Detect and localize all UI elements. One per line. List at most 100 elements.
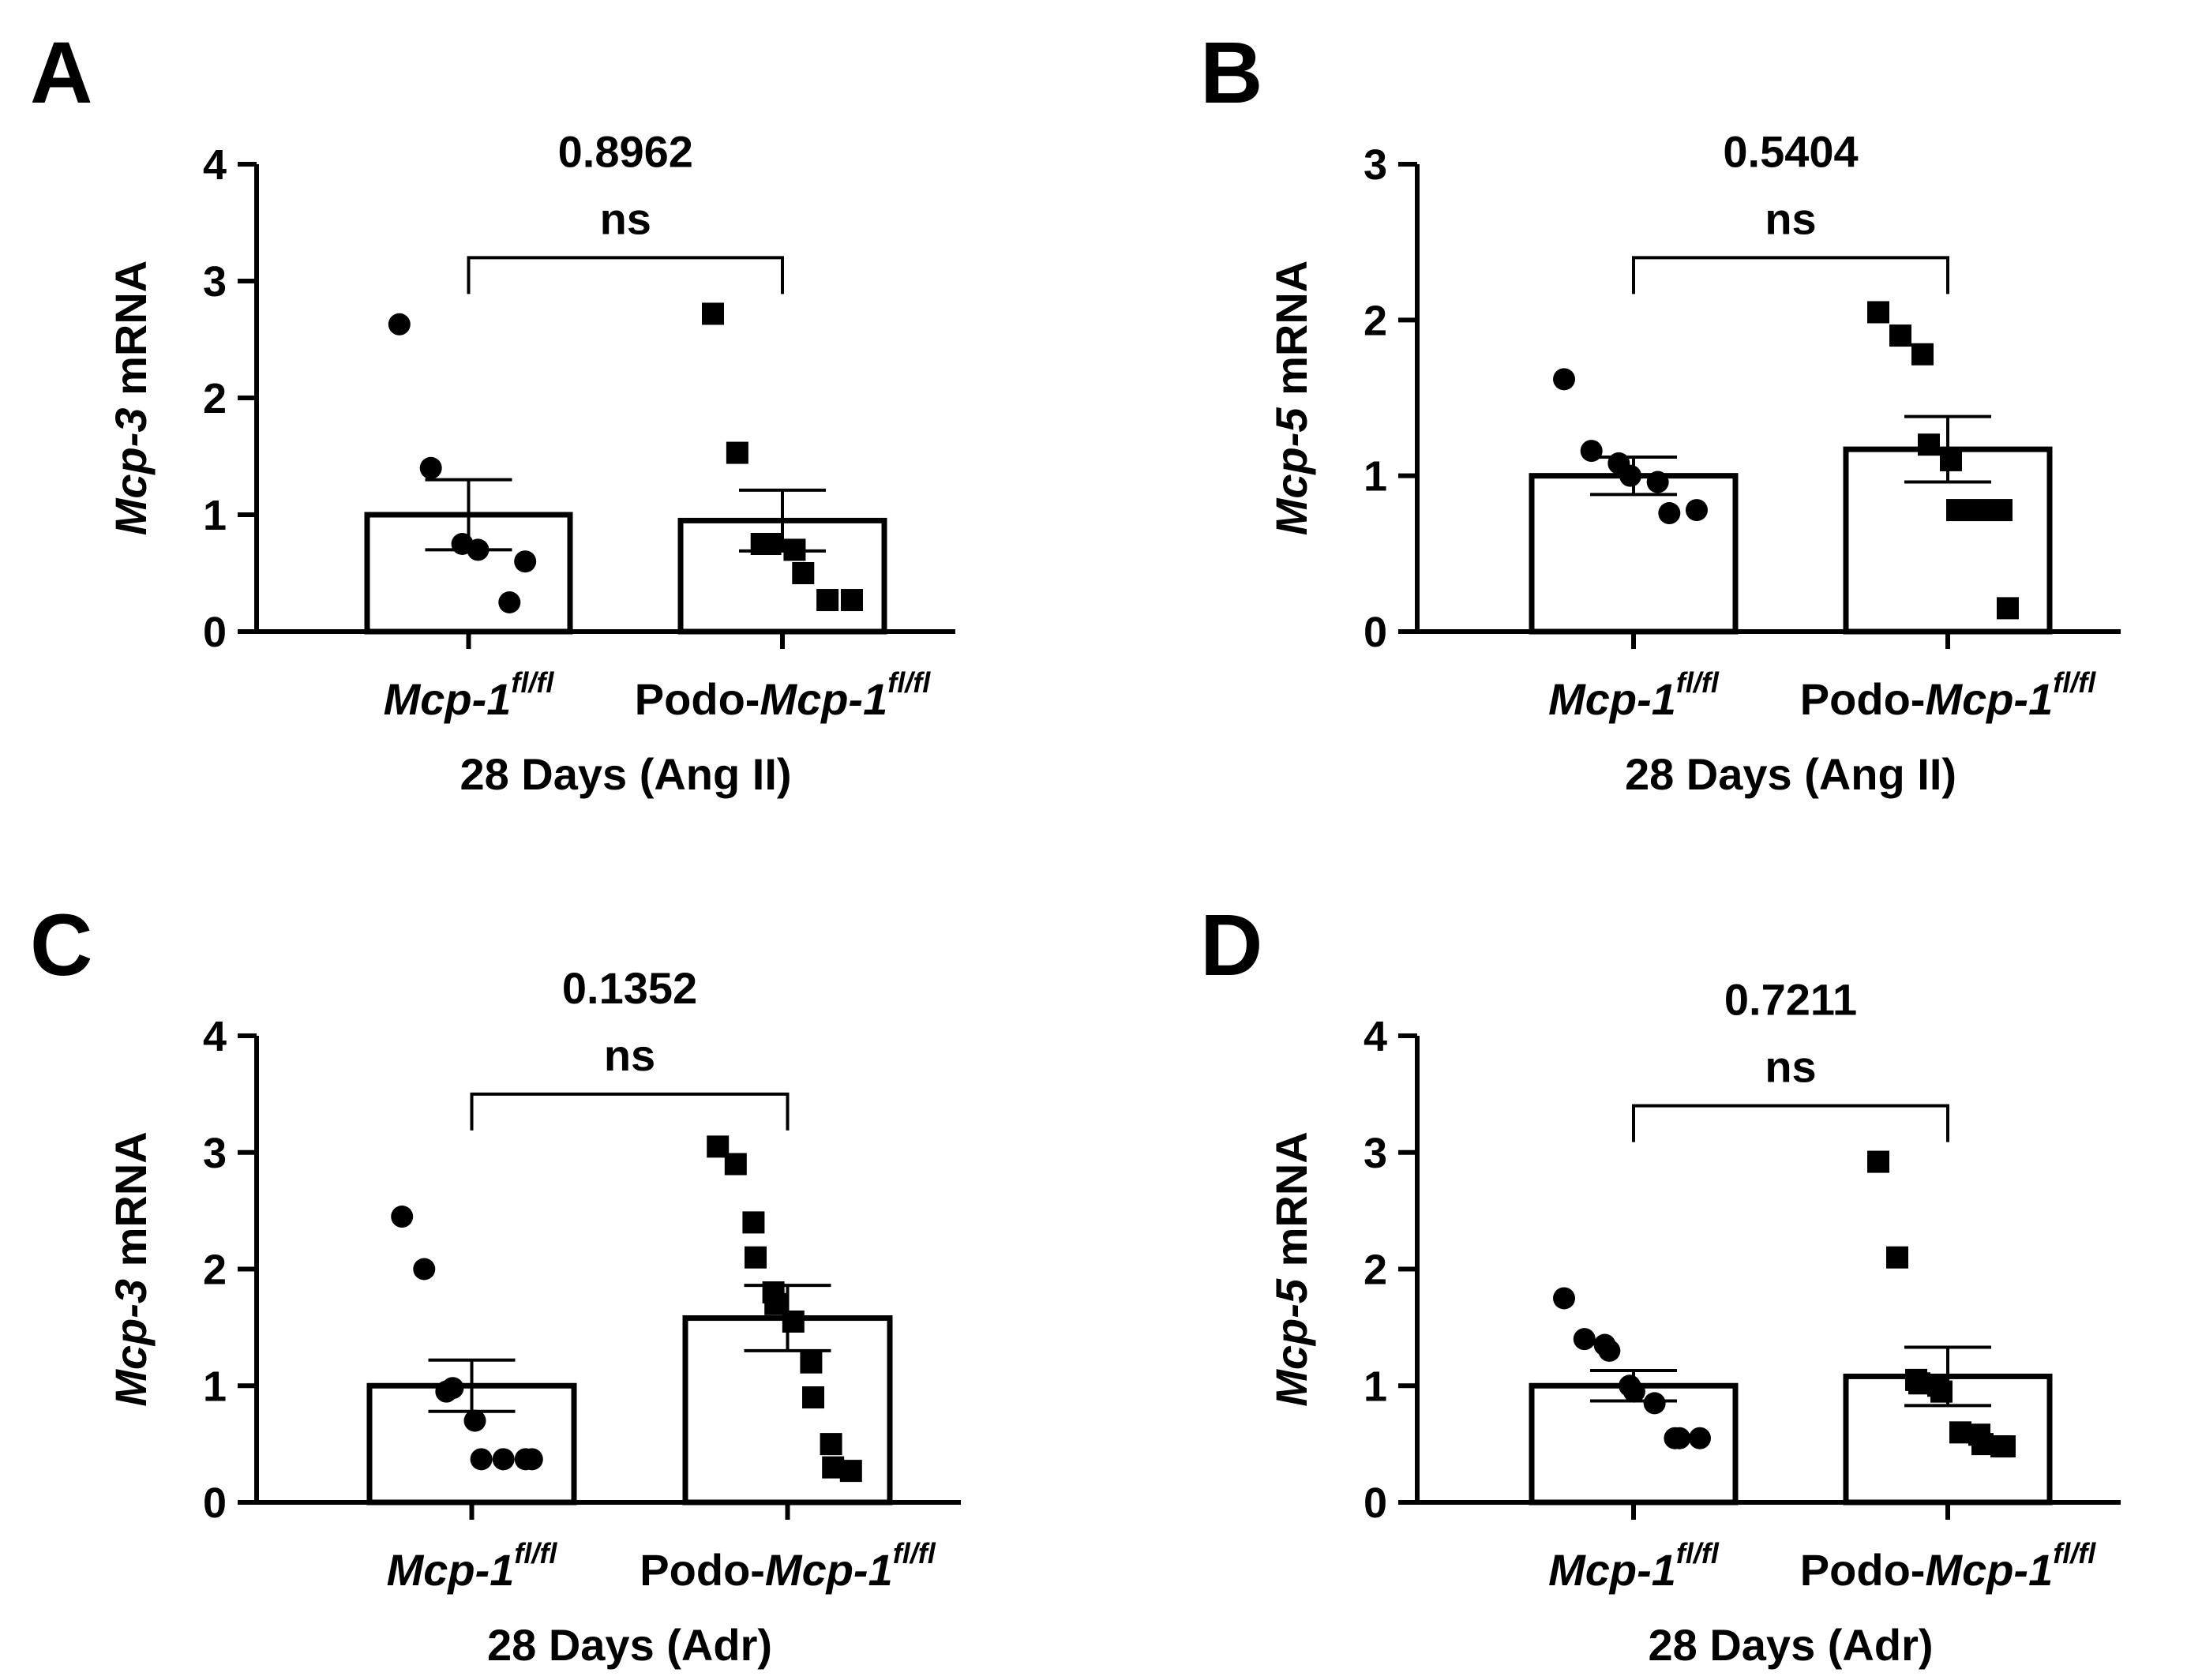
y-tick-label: 3 [203,1130,227,1177]
data-point [726,441,748,464]
x-axis-title: 28 Days (Adr) [1648,1620,1933,1670]
data-point [1643,1392,1666,1415]
data-point [470,1448,493,1471]
y-tick-label: 2 [203,1247,227,1294]
data-point [1553,368,1576,391]
data-point [800,1351,823,1374]
p-value-label: 0.5404 [1723,126,1858,176]
data-point [463,1409,486,1432]
data-point [441,1377,464,1400]
data-point [759,533,782,555]
data-point [1940,448,1962,471]
x-tick-label: Podo-Mcp-1fl/fl [640,1537,936,1595]
significance-label: ns [600,193,651,243]
data-point [801,1386,824,1409]
significance-label: ns [1765,193,1816,243]
p-value-label: 0.8962 [558,126,693,176]
data-point [391,1206,414,1228]
data-point [1685,499,1708,522]
data-point [1968,499,1990,522]
data-point [1658,502,1681,525]
y-tick-label: 0 [1364,609,1387,656]
data-point [742,1211,765,1234]
data-point [1867,1150,1890,1173]
data-point [388,313,411,336]
data-point [467,538,490,561]
data-point [498,591,521,613]
x-tick-label: Mcp-1fl/fl [1548,666,1720,724]
x-tick-label: Podo-Mcp-1fl/fl [1800,1537,2096,1595]
y-tick-label: 1 [203,492,227,539]
panel-label: B [1200,24,1262,122]
data-point [745,1246,767,1269]
data-point [1908,1372,1931,1395]
data-point [1990,499,2013,522]
x-axis-title: 28 Days (Ang II) [460,749,791,799]
chart-panel-a: A 0 1 2 3 4 Mcp-3 mRNA Mcp-1fl/fl Podo-Mcp-1fl/f… [30,24,955,799]
y-tick-label: 1 [1364,1363,1387,1410]
y-axis-label: Mcp-5 mRNA [1266,261,1316,535]
y-tick-label: 0 [1364,1479,1387,1527]
y-tick-label: 4 [203,1013,227,1060]
data-point [783,538,806,561]
data-point [1646,471,1669,493]
y-tick-label: 1 [1364,453,1387,501]
x-tick-label: Mcp-1fl/fl [384,666,555,724]
y-tick-label: 0 [203,1479,227,1527]
data-point [782,1310,805,1333]
data-point [792,562,815,584]
p-value-label: 0.7211 [1724,975,1857,1025]
panel-label: C [30,897,92,994]
p-value-label: 0.1352 [562,963,697,1013]
y-tick-label: 3 [1364,1130,1387,1177]
x-axis-title: 28 Days (Ang II) [1625,749,1956,799]
data-point [1867,301,1890,324]
data-point [1619,464,1641,487]
data-point [724,1153,747,1176]
data-point [1993,1435,2016,1458]
chart-panel-c: C 0 1 2 3 4 Mcp-3 mRNA Mcp-1fl/fl Podo-Mcp-1fl/f… [30,897,961,1670]
bar [1529,473,1739,635]
y-tick-label: 3 [203,258,227,306]
significance-bracket [470,1092,790,1131]
significance-bracket [1632,1104,1949,1142]
data-point [1580,440,1603,463]
data-point [1598,1339,1621,1362]
significance-label: ns [604,1030,655,1080]
data-point [816,589,839,612]
data-point [520,1448,543,1471]
y-tick-label: 3 [1364,141,1387,189]
y-tick-label: 1 [203,1363,227,1410]
data-point [1996,597,2019,620]
x-tick-label: Podo-Mcp-1fl/fl [635,666,931,724]
data-point [820,1433,842,1456]
data-point [1573,1328,1596,1351]
y-axis-label: Mcp-5 mRNA [1266,1131,1316,1406]
data-point [1622,1380,1645,1403]
data-point [413,1258,436,1281]
y-tick-label: 2 [1364,297,1387,344]
data-point [1930,1380,1953,1403]
panel-label: D [1200,897,1262,994]
data-point [1971,1433,1994,1456]
data-point [1553,1287,1576,1310]
data-point [1949,1421,1971,1444]
data-point [1911,343,1934,366]
x-tick-label: Mcp-1fl/fl [387,1537,558,1595]
y-axis-label: Mcp-3 mRNA [106,1131,156,1406]
x-tick-label: Mcp-1fl/fl [1548,1537,1720,1595]
data-point [702,302,725,325]
data-point [1688,1427,1711,1449]
x-tick-label: Podo-Mcp-1fl/fl [1800,666,2096,724]
chart-panel-d: D 0 1 2 3 4 Mcp-5 mRNA Mcp-1fl/fl Podo-Mcp-1fl/f… [1200,897,2121,1670]
y-axis-label: Mcp-3 mRNA [106,261,156,535]
data-point [1886,1246,1909,1269]
y-tick-label: 4 [1364,1013,1387,1060]
y-tick-label: 4 [203,141,227,189]
data-point [1945,499,1968,522]
significance-bracket [1632,256,1949,294]
data-point [1889,324,1912,347]
data-point [419,456,442,479]
x-axis-title: 28 Days (Adr) [487,1620,772,1670]
